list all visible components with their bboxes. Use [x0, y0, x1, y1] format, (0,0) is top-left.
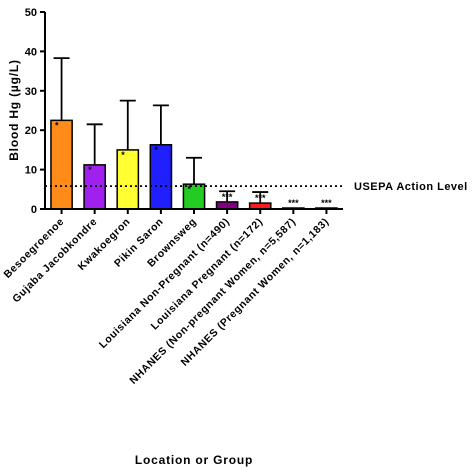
significance-layer: ******** *** *** ***: [55, 120, 332, 208]
significance-marker: *: [88, 165, 92, 175]
error-bars-layer: [53, 57, 269, 204]
x-ticks-layer: [60, 209, 328, 214]
x-axis-title: Location or Group: [135, 453, 253, 467]
y-tick-label: 40: [25, 46, 37, 58]
significance-marker: ***: [222, 192, 233, 202]
y-tick-label: 30: [25, 86, 37, 98]
y-tick-label: 50: [25, 7, 37, 19]
significance-marker: ***: [321, 198, 332, 208]
significance-marker: ***: [255, 193, 266, 203]
y-axis-title: Blood Hg (µg/L): [7, 59, 21, 161]
y-ticks-layer: 0 10 20 30 40 50: [25, 7, 45, 216]
significance-marker: *: [55, 120, 59, 130]
y-tick-label: 0: [31, 204, 37, 216]
y-tick-label: 20: [25, 125, 37, 137]
significance-marker: *: [121, 150, 125, 160]
significance-marker: *: [187, 184, 191, 194]
bar: [50, 119, 73, 210]
y-tick-label: 10: [25, 165, 37, 177]
significance-marker: *: [154, 145, 158, 155]
significance-marker: ***: [288, 198, 299, 208]
bar: [215, 201, 239, 210]
category-label: Besoegroenoe: [2, 216, 67, 281]
usepa-reference-label: USEPA Action Level: [354, 181, 468, 193]
